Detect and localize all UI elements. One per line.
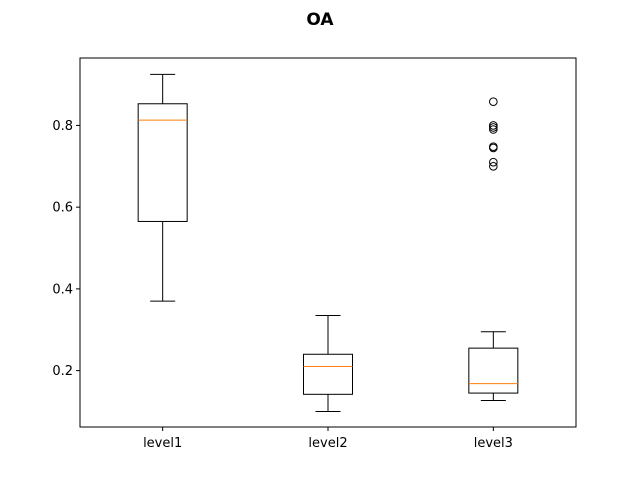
y-tick-label: 0.8 xyxy=(52,119,73,134)
outlier-point xyxy=(489,161,498,171)
outlier-point xyxy=(489,157,498,167)
x-tick-label: level3 xyxy=(474,436,513,451)
box-group-level1 xyxy=(137,73,188,302)
box xyxy=(137,103,188,222)
outlier-point xyxy=(489,121,498,130)
outlier-point xyxy=(489,123,498,132)
axes-frame xyxy=(79,57,577,428)
x-axis: level1 level2 level3 xyxy=(143,427,513,451)
y-tick-label: 0.2 xyxy=(52,364,73,379)
outlier-point xyxy=(489,125,498,134)
box-group-level2 xyxy=(303,314,353,412)
x-tick-label: level1 xyxy=(143,436,182,451)
box xyxy=(303,353,353,395)
chart-title: OA xyxy=(306,10,334,30)
box xyxy=(468,347,519,394)
y-tick-label: 0.6 xyxy=(52,201,73,216)
box-group-level3 xyxy=(468,97,519,401)
outlier-point xyxy=(489,142,498,151)
plot-area xyxy=(137,73,519,412)
y-tick-label: 0.4 xyxy=(52,282,73,297)
outlier-point xyxy=(489,97,498,107)
y-axis: 0.2 0.4 0.6 0.8 xyxy=(52,119,80,379)
x-tick-label: level2 xyxy=(308,436,347,451)
